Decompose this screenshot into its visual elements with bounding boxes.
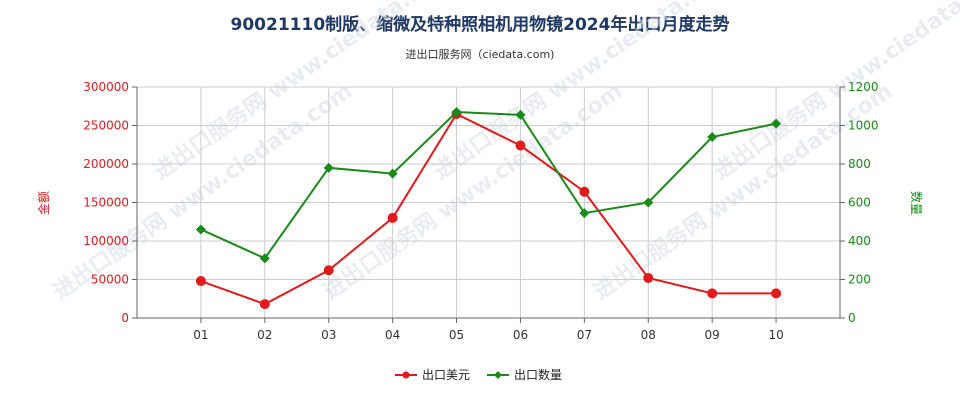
series-1-point — [195, 276, 206, 287]
y-right-tick-label: 1200 — [848, 80, 879, 94]
series-2-point — [579, 208, 590, 219]
chart-subtitle: 进出口服务网（ciedata.com) — [405, 48, 555, 61]
x-tick-label: 02 — [257, 328, 272, 342]
series-2-point — [643, 197, 654, 208]
y-left-tick-label: 50000 — [91, 273, 129, 287]
y-right-axis-title: 数量 — [909, 191, 924, 215]
series-1-point — [707, 288, 718, 299]
x-tick-label: 09 — [705, 328, 720, 342]
watermark-text: 进出口服务网 www.ciedata.com — [429, 0, 737, 185]
x-tick-label: 04 — [385, 328, 400, 342]
series-line-1 — [200, 112, 777, 306]
y-right-tick-label: 400 — [848, 234, 871, 248]
legend-marker-1 — [402, 371, 410, 379]
series-2-point — [515, 109, 526, 120]
series-1-point — [643, 272, 654, 283]
series-1-point — [259, 299, 270, 310]
y-left-tick-label: 100000 — [83, 234, 129, 248]
series-2-point — [451, 107, 462, 118]
y-left-tick-label: 0 — [121, 311, 129, 325]
y-left-tick-label: 300000 — [83, 80, 129, 94]
y-right-tick-label: 1000 — [848, 119, 879, 133]
series-1-point — [515, 140, 526, 151]
x-tick-label: 07 — [577, 328, 592, 342]
y-right-tick-label: 0 — [848, 311, 856, 325]
series-1-point — [579, 186, 590, 197]
series-2-point — [195, 224, 206, 235]
series-2-point — [259, 253, 270, 264]
y-right-tick-label: 200 — [848, 273, 871, 287]
legend-label-2: 出口数量 — [514, 367, 562, 382]
y-left-tick-label: 150000 — [83, 196, 129, 210]
x-tick-label: 01 — [193, 328, 208, 342]
chart-title: 90021110制版、缩微及特种照相机用物镜2024年出口月度走势 — [230, 15, 730, 35]
series-1-point — [323, 265, 334, 276]
series-2-point — [707, 132, 718, 143]
x-tick-label: 03 — [321, 328, 336, 342]
series-2-point — [387, 168, 398, 179]
watermark-text: 进出口服务网 www.ciedata.com — [709, 0, 960, 185]
legend-label-1: 出口美元 — [422, 368, 470, 382]
x-tick-label: 08 — [641, 328, 656, 342]
x-tick-label: 06 — [513, 328, 528, 342]
y-right-tick-label: 600 — [848, 196, 871, 210]
y-left-tick-label: 250000 — [83, 119, 129, 133]
series-line-2 — [200, 111, 777, 260]
x-tick-label: 05 — [449, 328, 464, 342]
legend-marker-2 — [494, 371, 502, 379]
series-1-point — [771, 288, 782, 299]
y-right-tick-label: 800 — [848, 157, 871, 171]
x-tick-label: 10 — [768, 328, 783, 342]
y-left-tick-label: 200000 — [83, 157, 129, 171]
series-2-point — [771, 118, 782, 129]
y-left-axis-title: 金额 — [36, 191, 51, 215]
watermark-text: 进出口服务网 www.ciedata.com — [589, 79, 897, 305]
series-2-point — [323, 162, 334, 173]
series-1-point — [387, 212, 398, 223]
